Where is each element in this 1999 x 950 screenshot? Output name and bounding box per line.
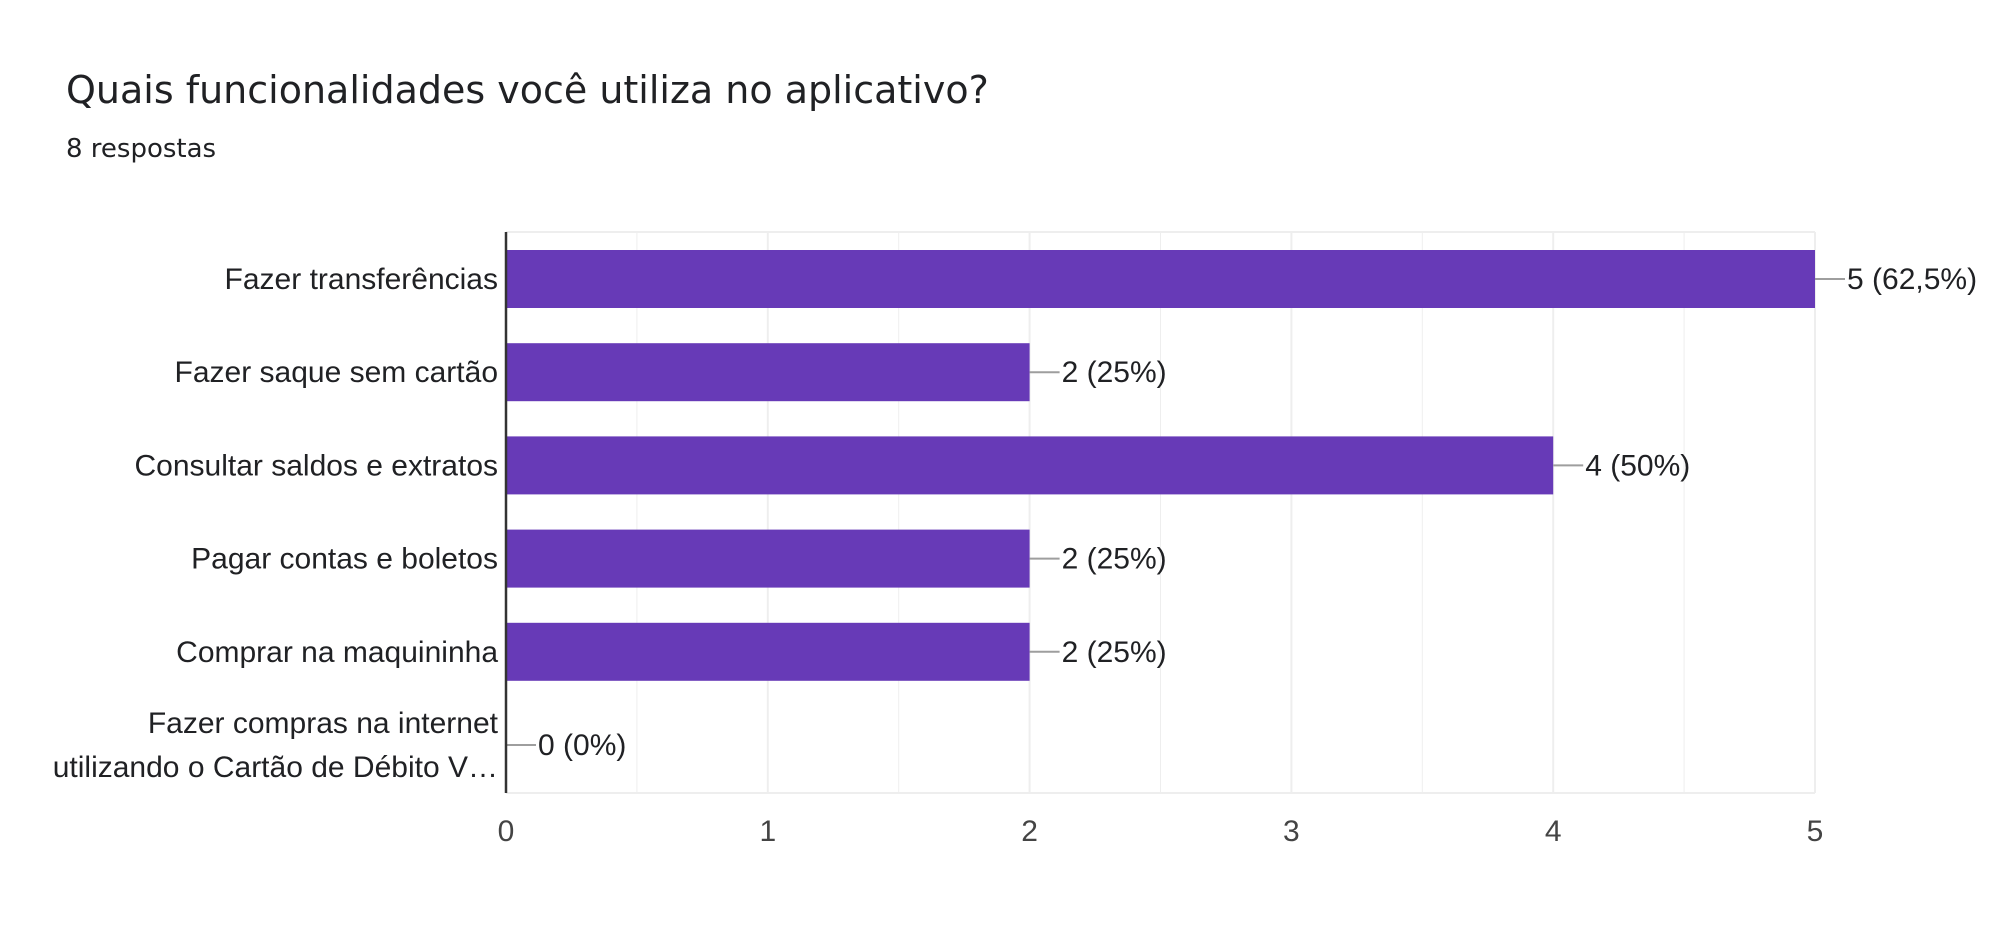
- data-label: 2 (25%): [1062, 636, 1167, 669]
- category-label: Fazer saque sem cartão: [175, 356, 498, 389]
- category-label: Comprar na maquininha: [176, 636, 498, 669]
- data-label: 5 (62,5%): [1847, 263, 1977, 296]
- data-label: 2 (25%): [1062, 356, 1167, 389]
- bar: [506, 622, 1030, 681]
- x-tick-label: 5: [1807, 815, 1824, 848]
- category-label: Consultar saldos e extratos: [134, 449, 498, 482]
- bar: [506, 529, 1030, 588]
- x-tick-label: 1: [759, 815, 776, 848]
- data-label: 2 (25%): [1062, 543, 1167, 576]
- bar: [506, 343, 1030, 402]
- x-tick-label: 2: [1021, 815, 1038, 848]
- response-count: 8 respostas: [66, 134, 217, 164]
- bar: [506, 436, 1554, 495]
- category-label: Pagar contas e boletos: [191, 543, 498, 576]
- data-label: 4 (50%): [1585, 449, 1690, 482]
- category-label: Fazer compras na internet: [148, 707, 499, 740]
- x-tick-label: 3: [1283, 815, 1300, 848]
- x-tick-label: 0: [498, 815, 515, 848]
- category-label: Fazer transferências: [225, 263, 498, 296]
- category-label: utilizando o Cartão de Débito V…: [53, 751, 498, 784]
- data-label: 0 (0%): [538, 729, 626, 762]
- x-tick-label: 4: [1545, 815, 1562, 848]
- bar: [506, 250, 1815, 308]
- chart-title: Quais funcionalidades você utiliza no ap…: [66, 68, 989, 112]
